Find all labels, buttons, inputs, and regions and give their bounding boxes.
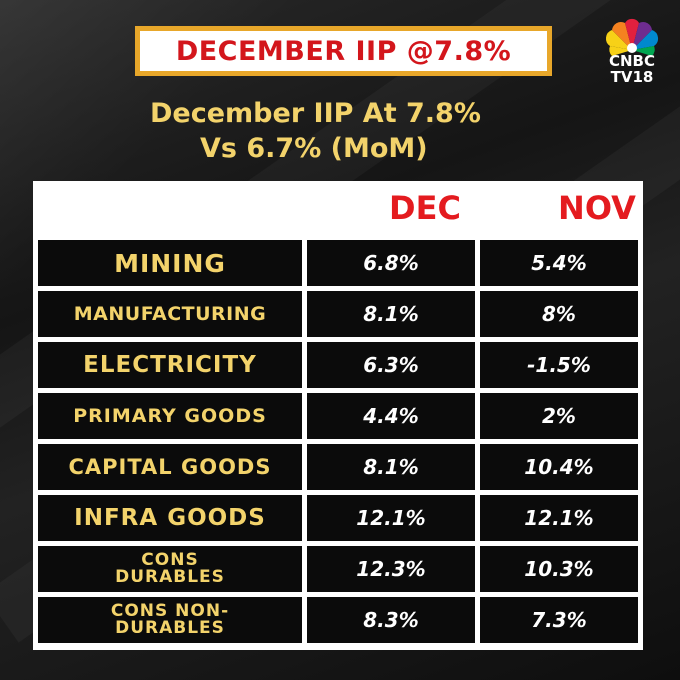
column-header-nov: NOV [558, 189, 636, 227]
nov-value: 12.1% [524, 506, 594, 530]
nov-value: -1.5% [527, 353, 591, 377]
row-label: CONS [141, 550, 199, 570]
table-row: CAPITAL GOODS 8.1% 10.4% [38, 444, 638, 490]
dec-value: 4.4% [363, 404, 419, 428]
nov-value: 10.3% [524, 557, 594, 581]
subtitle-line1: December IIP At 7.8% [150, 98, 481, 129]
headline-text: DECEMBER IIP @7.8% [140, 31, 547, 71]
column-header-dec: DEC [389, 189, 461, 227]
table-row: INFRA GOODS 12.1% 12.1% [38, 495, 638, 541]
row-label: MANUFACTURING [73, 302, 267, 325]
row-label: DURABLES [115, 618, 225, 638]
dec-value: 12.3% [356, 557, 426, 581]
row-label: CAPITAL GOODS [68, 454, 272, 479]
table-header: DEC NOV [33, 181, 643, 237]
peacock-logo-icon [605, 18, 659, 56]
table-row: ELECTRICITY 6.3% -1.5% [38, 342, 638, 388]
table-row: MANUFACTURING 8.1% 8% [38, 291, 638, 337]
row-label: DURABLES [115, 567, 225, 587]
brand-line1: CNBC [608, 52, 655, 70]
headline-banner: DECEMBER IIP @7.8% [135, 26, 552, 76]
subtitle-line2: Vs 6.7% (MoM) [200, 133, 428, 164]
row-label: INFRA GOODS [74, 504, 266, 531]
nov-value: 2% [542, 404, 576, 428]
dec-value: 6.3% [363, 353, 419, 377]
row-label: CONS NON- [110, 601, 230, 621]
row-label: PRIMARY GOODS [73, 404, 267, 427]
dec-value: 12.1% [356, 506, 426, 530]
dec-value: 8.1% [363, 455, 419, 479]
dec-value: 8.1% [363, 302, 419, 326]
table-row: CONS NON- DURABLES 8.3% 7.3% [38, 597, 638, 643]
nov-value: 8% [542, 302, 576, 326]
iip-table: DEC NOV MINING 6.8% 5.4% MANUFACTURING 8… [33, 181, 643, 650]
brand-line2: TV18 [610, 68, 654, 86]
nov-value: 7.3% [531, 608, 587, 632]
dec-value: 8.3% [363, 608, 419, 632]
dec-value: 6.8% [363, 251, 419, 275]
table-row: PRIMARY GOODS 4.4% 2% [38, 393, 638, 439]
table-row: CONS DURABLES 12.3% 10.3% [38, 546, 638, 592]
nov-value: 5.4% [531, 251, 587, 275]
nov-value: 10.4% [524, 455, 594, 479]
table-row: MINING 6.8% 5.4% [38, 240, 638, 286]
row-label: ELECTRICITY [83, 351, 257, 378]
row-label: MINING [114, 248, 226, 278]
